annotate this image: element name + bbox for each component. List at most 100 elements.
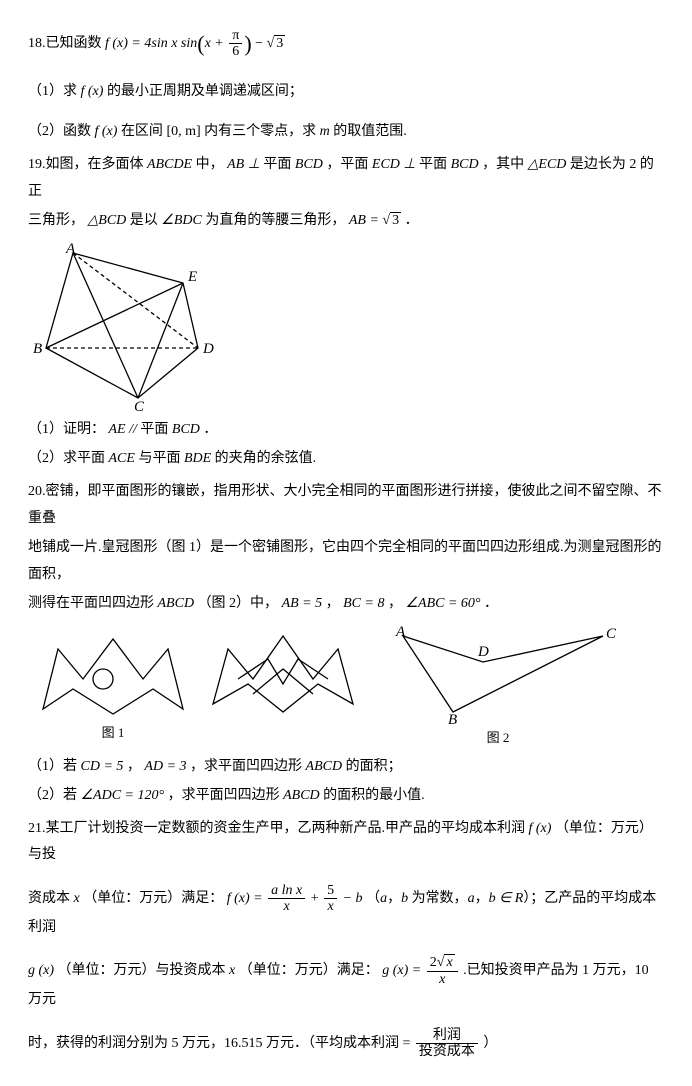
frac-5x: 5x <box>324 883 337 915</box>
lbl-C: C <box>134 399 145 413</box>
p18-q2: （2）函数 f (x) 在区间 [0, m] 内有三个零点，求 m 的取值范围. <box>28 119 664 146</box>
t: ， <box>388 596 402 611</box>
m: CD = 5 <box>81 759 124 774</box>
t: 资成本 <box>28 891 70 906</box>
crown2-svg <box>198 624 368 719</box>
problem-19: 19.如图，在多面体 ABCDE 中， AB ⊥ 平面 BCD ，平面 ECD … <box>28 152 664 473</box>
t: 平面 <box>419 157 447 172</box>
t: ． <box>203 422 217 437</box>
fig2-block: A B C D 图 2 <box>378 624 618 751</box>
lbl-C: C <box>606 626 617 642</box>
m: g (x) <box>28 963 54 978</box>
t: 为常数， <box>412 891 468 906</box>
t: 与平面 <box>138 451 180 466</box>
sx: x <box>444 954 454 970</box>
t: ． <box>405 213 419 228</box>
m: b ∈ R <box>489 891 524 906</box>
t: 如图，在多面体 <box>46 157 144 172</box>
t: 的夹角的余弦值. <box>215 451 317 466</box>
t: （单位：万元）满足： <box>239 963 379 978</box>
t: 某工厂计划投资一定数额的资金生产甲，乙两种新产品.甲产品的平均成本利润 <box>46 821 526 836</box>
t: ） <box>483 1036 497 1051</box>
t: 是以 <box>130 213 158 228</box>
t: 密铺，即平面图形的镶嵌，指用形状、大小完全相同的平面图形进行拼接，使彼此之间不留… <box>28 484 662 526</box>
m: a <box>380 891 387 906</box>
m: ABCD <box>306 759 343 774</box>
sqrt3: 3 <box>274 35 285 51</box>
t: （2）若 <box>28 788 77 803</box>
math-x: x + <box>205 36 224 51</box>
radical: √ <box>382 213 390 228</box>
m: ∠ABC = 60° <box>405 596 480 611</box>
m: ABCDE <box>147 157 192 172</box>
t: 时，获得的利润分别为 5 万元，16.515 万元．（平均成本利润 = <box>28 1036 410 1051</box>
lbl-D: D <box>477 644 489 660</box>
p21-l2: 资成本 x （单位：万元）满足： f (x) = a ln xx + 5x − … <box>28 883 664 941</box>
lbl-A: A <box>65 243 76 257</box>
math: f (x) <box>95 124 118 139</box>
p20-q2: （2）若 ∠ADC = 120° ，求平面凹四边形 ABCD 的面积的最小值. <box>28 783 664 810</box>
p19-l1: 19.如图，在多面体 ABCDE 中， AB ⊥ 平面 BCD ，平面 ECD … <box>28 152 664 205</box>
lbl-E: E <box>187 269 197 285</box>
t: 平面 <box>263 157 291 172</box>
text: （2）函数 <box>28 124 91 139</box>
t: ，求平面凹四边形 <box>168 788 280 803</box>
t: ， <box>475 891 489 906</box>
p20-figures: 图 1 A B C D <box>28 624 664 751</box>
polyhedron-svg: A B C D E <box>28 243 218 413</box>
t: 中， <box>196 157 224 172</box>
t: ，其中 <box>482 157 524 172</box>
d: x <box>439 972 445 987</box>
t: （2）求平面 <box>28 451 105 466</box>
text: 在区间 <box>121 124 163 139</box>
p18-q1: （1）求 f (x) 的最小正周期及单调递减区间； <box>28 79 664 106</box>
plus: + <box>311 891 319 906</box>
m: ECD ⊥ <box>372 157 416 172</box>
text: 已知函数 <box>46 36 102 51</box>
t: 的面积； <box>346 759 402 774</box>
m: BDE <box>184 451 211 466</box>
p21-l4: 时，获得的利润分别为 5 万元，16.515 万元．（平均成本利润 = 利润投资… <box>28 1028 664 1060</box>
p20-l2: 地铺成一片.皇冠图形（图 1）是一个密铺图形，它由四个完全相同的平面凹四边形组成… <box>28 535 664 588</box>
m: BCD <box>451 157 479 172</box>
t: 的面积的最小值. <box>323 788 425 803</box>
t: （单位：万元）与投资成本 <box>58 963 226 978</box>
t: （1）证明： <box>28 422 105 437</box>
p19-l2: 三角形， △BCD 是以 ∠BDC 为直角的等腰三角形， AB = √3 ． <box>28 208 664 235</box>
num: 21. <box>28 821 46 836</box>
m: f (x) = <box>227 891 263 906</box>
m: a <box>468 891 475 906</box>
lparen: ( <box>197 31 204 56</box>
math-f: f (x) = 4sin x sin <box>105 36 197 51</box>
p19-q2: （2）求平面 ACE 与平面 BDE 的夹角的余弦值. <box>28 446 664 473</box>
t: ，求平面凹四边形 <box>190 759 302 774</box>
p18-stem: 18.已知函数 f (x) = 4sin x sin(x + π6) − √3 <box>28 23 664 65</box>
den: 6 <box>229 44 242 59</box>
text: 的取值范围. <box>333 124 407 139</box>
minus: − <box>255 36 263 51</box>
m: ∠BDC <box>161 213 202 228</box>
p21-l3: g (x) （单位：万元）与投资成本 x （单位：万元）满足： g (x) = … <box>28 955 664 1013</box>
fig1-block: 图 1 <box>28 624 198 746</box>
math: f (x) <box>81 84 104 99</box>
t: ， <box>127 759 141 774</box>
m: − b <box>343 891 363 906</box>
m: ABCD <box>158 596 195 611</box>
sqrt3: 3 <box>390 212 401 228</box>
n: 利润 <box>416 1028 478 1044</box>
problem-21: 21.某工厂计划投资一定数额的资金生产甲，乙两种新产品.甲产品的平均成本利润 f… <box>28 816 664 1060</box>
concave-quad-svg: A B C D <box>378 624 618 724</box>
d: x <box>328 899 334 914</box>
lbl-B: B <box>33 341 42 357</box>
m: △BCD <box>88 213 127 228</box>
t: 三角形， <box>28 213 84 228</box>
m: AB ⊥ <box>227 157 260 172</box>
m: x <box>229 963 235 978</box>
d: 投资成本 <box>416 1044 478 1059</box>
lbl-A: A <box>395 624 406 640</box>
m: AD = 3 <box>144 759 186 774</box>
p20-q1: （1）若 CD = 5 ， AD = 3 ，求平面凹四边形 ABCD 的面积； <box>28 754 664 781</box>
t: 测得在平面凹四边形 <box>28 596 154 611</box>
frac-2sqrtx: 2√x x <box>427 955 458 987</box>
lbl-B: B <box>448 712 457 724</box>
